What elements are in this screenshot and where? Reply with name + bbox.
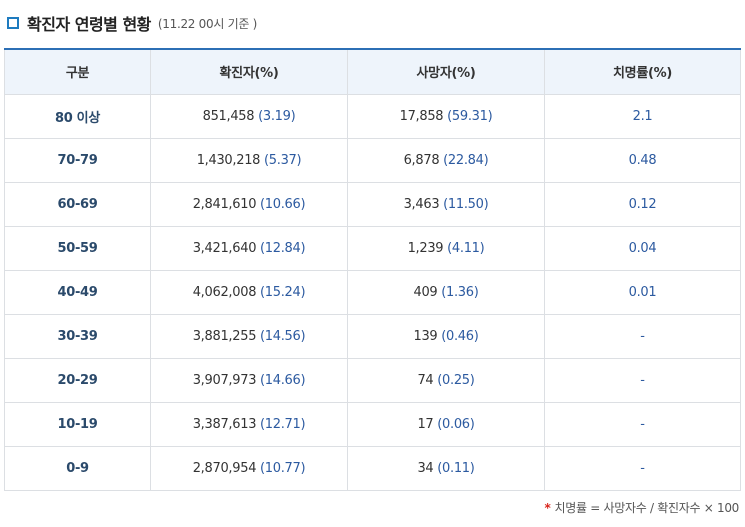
age-group-cell: 10-19 [4, 401, 151, 447]
cases-count: 2,841,610 [192, 196, 257, 212]
cases-count: 3,881,255 [192, 328, 257, 344]
deaths-percent: (0.11) [437, 460, 475, 476]
table-row: 80 이상 851,458 (3.19) 17,858 (59.31) 2.1 [4, 93, 741, 139]
footnote-text: 치명률 = 사망자수 / 확진자수 × 100 [554, 501, 740, 515]
cases-percent: (12.71) [260, 416, 306, 432]
cases-cell: 3,387,613 (12.71) [150, 401, 348, 447]
deaths-cell: 409 (1.36) [347, 269, 545, 315]
age-group-cell: 20-29 [4, 357, 151, 403]
age-stats-table: 구분 확진자(%) 사망자(%) 치명률(%) 80 이상 851,458 (3.… [4, 48, 741, 491]
deaths-percent: (59.31) [447, 108, 493, 124]
age-group-cell: 50-59 [4, 225, 151, 271]
cases-cell: 851,458 (3.19) [150, 93, 348, 139]
deaths-cell: 34 (0.11) [347, 445, 545, 491]
age-group-cell: 40-49 [4, 269, 151, 315]
cases-count: 4,062,008 [192, 284, 257, 300]
cases-percent: (10.77) [260, 460, 306, 476]
header-deaths: 사망자(%) [347, 48, 545, 95]
cases-percent: (5.37) [264, 152, 302, 168]
cases-percent: (15.24) [260, 284, 306, 300]
table-body: 80 이상 851,458 (3.19) 17,858 (59.31) 2.1 70-7… [4, 93, 741, 491]
deaths-percent: (0.46) [441, 328, 479, 344]
deaths-percent: (22.84) [443, 152, 489, 168]
cases-cell: 3,881,255 (14.56) [150, 313, 348, 359]
cases-percent: (3.19) [258, 108, 296, 124]
fatality-rate-cell: 0.04 [544, 225, 741, 271]
section-header: 확진자 연령별 현황 (11.22 00시 기준 ) [7, 10, 257, 36]
fatality-rate-cell: - [544, 401, 741, 447]
deaths-cell: 74 (0.25) [347, 357, 545, 403]
cases-cell: 4,062,008 (15.24) [150, 269, 348, 315]
deaths-cell: 17,858 (59.31) [347, 93, 545, 139]
deaths-percent: (4.11) [447, 240, 485, 256]
deaths-percent: (0.25) [437, 372, 475, 388]
cases-count: 2,870,954 [192, 460, 257, 476]
header-category: 구분 [4, 48, 151, 95]
fatality-rate-cell: 0.12 [544, 181, 741, 227]
fatality-rate-cell: - [544, 445, 741, 491]
table-row: 60-69 2,841,610 (10.66) 3,463 (11.50) 0.12 [4, 181, 741, 227]
cases-count: 3,387,613 [192, 416, 257, 432]
deaths-count: 1,239 [407, 240, 444, 256]
table-row: 50-59 3,421,640 (12.84) 1,239 (4.11) 0.04 [4, 225, 741, 271]
table-row: 30-39 3,881,255 (14.56) 139 (0.46) - [4, 313, 741, 359]
table-row: 40-49 4,062,008 (15.24) 409 (1.36) 0.01 [4, 269, 741, 315]
fatality-rate-cell: - [544, 313, 741, 359]
deaths-cell: 139 (0.46) [347, 313, 545, 359]
cases-percent: (12.84) [260, 240, 306, 256]
deaths-count: 6,878 [403, 152, 440, 168]
cases-cell: 2,870,954 (10.77) [150, 445, 348, 491]
cases-cell: 1,430,218 (5.37) [150, 137, 348, 183]
age-group-cell: 60-69 [4, 181, 151, 227]
cases-count: 3,421,640 [192, 240, 257, 256]
table-row: 10-19 3,387,613 (12.71) 17 (0.06) - [4, 401, 741, 447]
cases-cell: 3,421,640 (12.84) [150, 225, 348, 271]
section-title: 확진자 연령별 현황 [27, 15, 151, 34]
cases-count: 851,458 [202, 108, 255, 124]
cases-count: 1,430,218 [196, 152, 261, 168]
header-fatality-rate: 치명률(%) [544, 48, 741, 95]
deaths-count: 3,463 [403, 196, 440, 212]
deaths-percent: (0.06) [437, 416, 475, 432]
header-cases: 확진자(%) [150, 48, 348, 95]
table-header-row: 구분 확진자(%) 사망자(%) 치명률(%) [4, 48, 741, 95]
age-group-cell: 30-39 [4, 313, 151, 359]
deaths-count: 17,858 [399, 108, 444, 124]
cases-cell: 2,841,610 (10.66) [150, 181, 348, 227]
section-subtitle: (11.22 00시 기준 ) [157, 16, 257, 31]
table-row: 70-79 1,430,218 (5.37) 6,878 (22.84) 0.48 [4, 137, 741, 183]
cases-percent: (14.56) [260, 328, 306, 344]
table-row: 20-29 3,907,973 (14.66) 74 (0.25) - [4, 357, 741, 403]
cases-percent: (10.66) [260, 196, 306, 212]
deaths-percent: (1.36) [441, 284, 479, 300]
cases-count: 3,907,973 [192, 372, 257, 388]
age-group-cell: 80 이상 [4, 93, 151, 139]
deaths-percent: (11.50) [443, 196, 489, 212]
deaths-count: 74 [417, 372, 434, 388]
deaths-count: 34 [417, 460, 434, 476]
deaths-cell: 6,878 (22.84) [347, 137, 545, 183]
footnote-marker: * [544, 501, 551, 515]
deaths-count: 139 [413, 328, 438, 344]
square-bullet-icon [7, 17, 19, 29]
deaths-cell: 17 (0.06) [347, 401, 545, 447]
cases-cell: 3,907,973 (14.66) [150, 357, 348, 403]
age-group-cell: 0-9 [4, 445, 151, 491]
deaths-cell: 3,463 (11.50) [347, 181, 545, 227]
footnote: * 치명률 = 사망자수 / 확진자수 × 100 [544, 499, 740, 516]
deaths-count: 409 [413, 284, 438, 300]
table-row: 0-9 2,870,954 (10.77) 34 (0.11) - [4, 445, 741, 491]
fatality-rate-cell: 0.48 [544, 137, 741, 183]
deaths-count: 17 [417, 416, 434, 432]
fatality-rate-cell: - [544, 357, 741, 403]
age-group-cell: 70-79 [4, 137, 151, 183]
cases-percent: (14.66) [260, 372, 306, 388]
fatality-rate-cell: 2.1 [544, 93, 741, 139]
fatality-rate-cell: 0.01 [544, 269, 741, 315]
deaths-cell: 1,239 (4.11) [347, 225, 545, 271]
